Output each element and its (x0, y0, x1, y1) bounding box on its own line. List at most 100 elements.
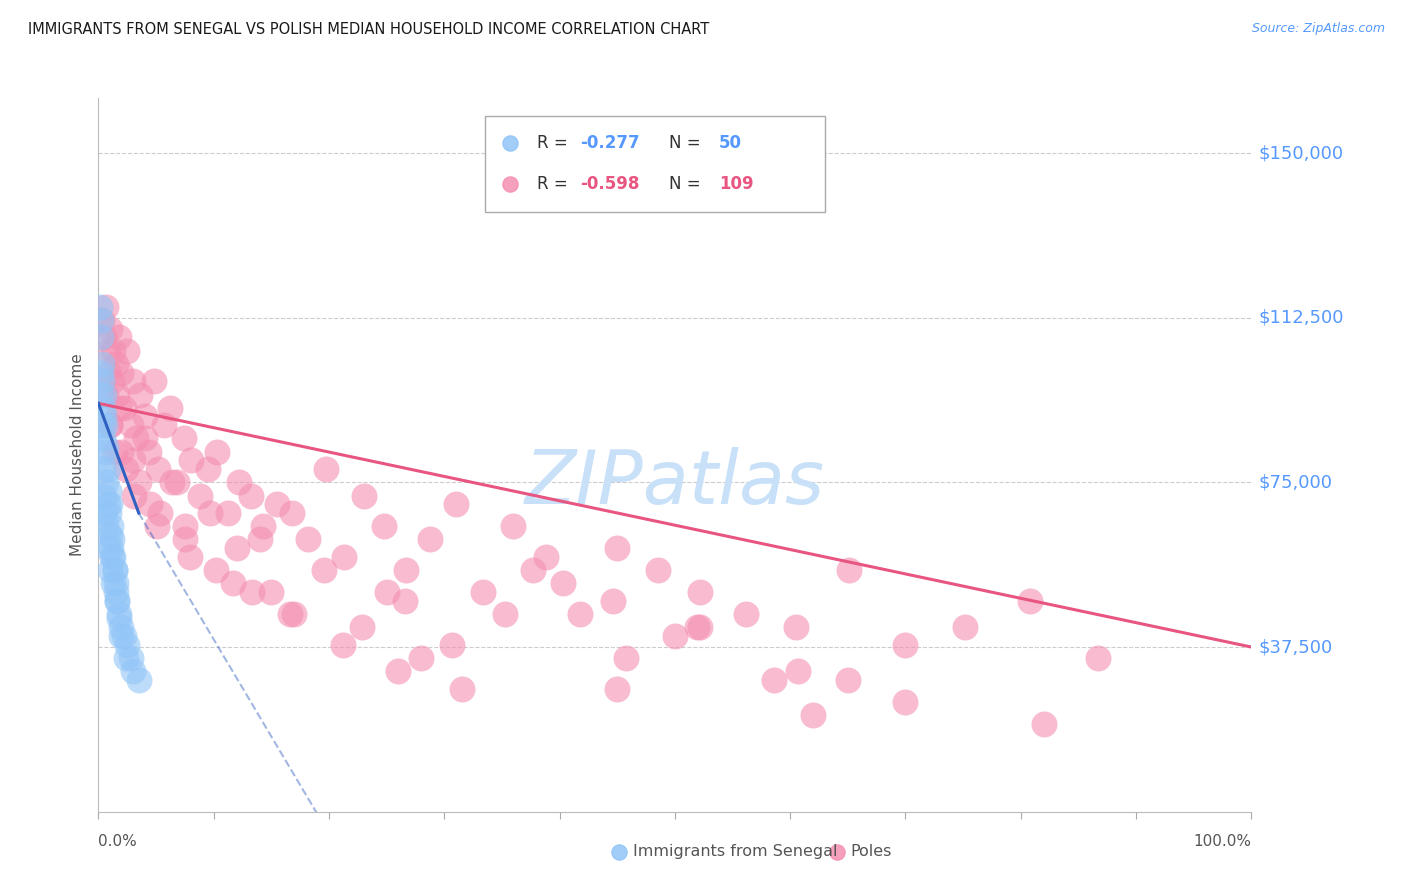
Point (419, 533, 441, 547)
Point (494, 607, 516, 621)
Point (785, 620, 807, 634)
Point (90, 357, 112, 371)
Text: R =: R = (537, 175, 572, 193)
Point (689, 585, 711, 599)
Point (352, 620, 374, 634)
Point (606, 681, 628, 696)
Point (103, 563, 125, 577)
Point (838, 563, 860, 577)
Point (444, 497, 467, 511)
Point (128, 673, 150, 687)
Point (128, 475, 150, 490)
Point (90, 375, 112, 389)
Point (105, 594, 128, 608)
Point (278, 607, 301, 621)
Point (90, 313, 112, 327)
Point (375, 585, 398, 599)
Point (108, 607, 131, 621)
Point (333, 549, 356, 564)
Point (606, 541, 628, 556)
Point (97, 366, 120, 380)
Text: $150,000: $150,000 (1258, 144, 1344, 162)
Point (115, 651, 138, 665)
Point (260, 585, 283, 599)
Point (91, 432, 114, 446)
Point (103, 563, 125, 577)
Point (394, 594, 416, 608)
Point (91, 462, 114, 476)
Point (97, 506, 120, 520)
Point (98, 418, 121, 433)
Point (955, 620, 977, 634)
Point (179, 549, 201, 564)
Point (735, 607, 758, 621)
Text: R =: R = (537, 134, 572, 152)
Point (801, 708, 824, 723)
Point (228, 475, 250, 490)
Point (93, 409, 115, 424)
Point (94, 418, 117, 433)
Text: N =: N = (669, 175, 706, 193)
Point (134, 432, 156, 446)
Point (197, 462, 219, 476)
Point (160, 475, 183, 490)
Point (117, 343, 138, 358)
Text: $112,500: $112,500 (1258, 309, 1344, 326)
Y-axis label: Median Household Income: Median Household Income (69, 353, 84, 557)
Point (353, 489, 375, 503)
Point (98, 528, 121, 542)
Point (180, 453, 202, 467)
Point (105, 594, 128, 608)
Text: 0.0%: 0.0% (98, 834, 138, 849)
Point (89, 300, 111, 314)
Point (97, 484, 120, 499)
Point (894, 638, 917, 652)
Point (315, 462, 337, 476)
Text: 50: 50 (718, 134, 742, 152)
Point (112, 401, 135, 415)
Point (142, 375, 165, 389)
Point (569, 607, 592, 621)
Point (266, 497, 288, 511)
Point (93, 489, 115, 503)
Text: -0.277: -0.277 (581, 134, 640, 152)
Point (283, 607, 305, 621)
Point (205, 563, 228, 577)
Point (240, 585, 263, 599)
Point (647, 563, 669, 577)
Point (96, 300, 118, 314)
Point (148, 506, 170, 520)
FancyBboxPatch shape (485, 116, 825, 212)
Point (100, 519, 122, 533)
Point (120, 651, 142, 665)
Point (159, 401, 181, 415)
Point (125, 432, 148, 446)
Point (101, 549, 124, 564)
Point (108, 611, 131, 625)
Point (387, 664, 409, 678)
Text: Source: ZipAtlas.com: Source: ZipAtlas.com (1251, 22, 1385, 36)
Point (173, 432, 195, 446)
Point (93, 387, 115, 401)
Point (97, 497, 120, 511)
Text: 100.0%: 100.0% (1194, 834, 1251, 849)
Point (91, 401, 114, 415)
Point (239, 489, 262, 503)
Point (90, 418, 112, 433)
Point (441, 638, 464, 652)
Point (138, 444, 160, 458)
Point (97, 343, 120, 358)
Point (281, 506, 304, 520)
Point (90, 330, 112, 344)
Point (205, 444, 228, 458)
Point (472, 585, 495, 599)
Text: IMMIGRANTS FROM SENEGAL VS POLISH MEDIAN HOUSEHOLD INCOME CORRELATION CHART: IMMIGRANTS FROM SENEGAL VS POLISH MEDIAN… (28, 22, 710, 37)
Point (105, 387, 128, 401)
Point (602, 594, 624, 608)
Point (108, 401, 131, 415)
Point (166, 475, 188, 490)
Point (252, 519, 274, 533)
Point (110, 444, 132, 458)
Point (93, 330, 115, 344)
Point (104, 585, 127, 599)
